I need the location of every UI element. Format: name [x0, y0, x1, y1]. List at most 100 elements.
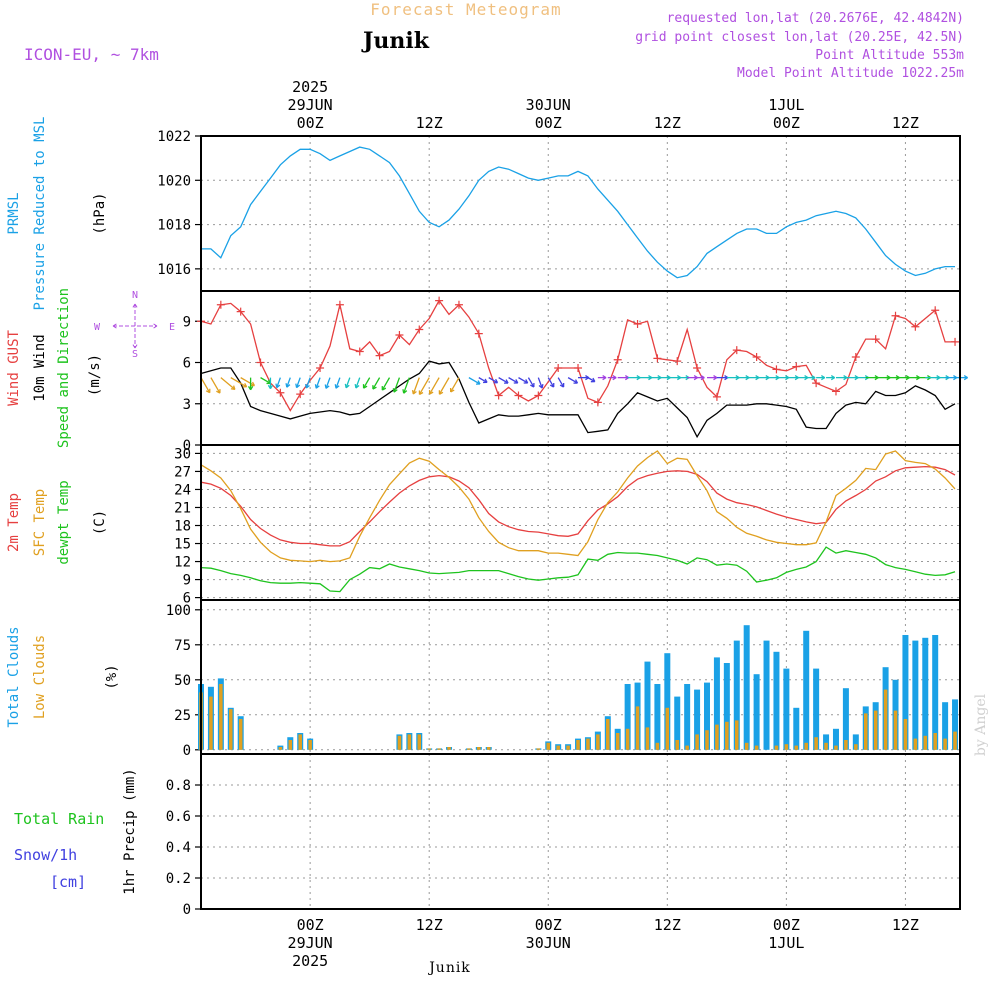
bar — [645, 727, 650, 750]
footer-location: Junik — [427, 960, 471, 976]
y-tick-label: 1020 — [157, 173, 191, 189]
bar — [903, 719, 908, 750]
time-label: 1JUL — [768, 934, 804, 952]
wind-arrow — [403, 377, 410, 394]
bar — [635, 706, 640, 750]
bar — [288, 740, 293, 750]
wind-arrow — [315, 377, 321, 389]
time-label: 2025 — [292, 78, 328, 96]
gust-marker — [454, 300, 463, 309]
location-title: Junik — [361, 28, 430, 54]
y-tick-label: 3 — [183, 397, 191, 413]
wind-arrow-head — [285, 383, 291, 388]
time-label: 12Z — [654, 916, 681, 934]
bar — [427, 748, 431, 750]
bar — [467, 748, 471, 750]
bar — [546, 742, 551, 750]
wind-arrow — [518, 377, 529, 384]
bar — [308, 740, 312, 750]
gust-marker — [574, 364, 583, 372]
wind-arrow — [412, 377, 420, 395]
clouds-panel: 0 25 50 75 100 Total Clouds Low Clouds (%) — [6, 599, 961, 759]
gust-marker — [673, 357, 682, 366]
bar — [933, 733, 937, 750]
gust-marker — [415, 325, 424, 334]
bar — [298, 734, 302, 750]
panel-label: PRMSL — [6, 192, 22, 234]
panel-unit: (%) — [104, 664, 120, 689]
model-altitude: Model Point Altitude 1022.25m — [737, 66, 964, 81]
y-tick-label: 25 — [174, 708, 191, 724]
time-label: 00Z — [535, 114, 562, 132]
wind-arrow-head — [549, 383, 555, 388]
panel-label: SFC Temp — [32, 489, 48, 556]
wind-arrow-head — [267, 384, 274, 390]
wind-arrow-head — [438, 390, 444, 395]
series-line — [200, 465, 956, 547]
bar — [684, 684, 691, 750]
gust-marker — [831, 387, 840, 396]
panel-label: Speed and Direction — [56, 288, 72, 448]
wind-arrow-head — [362, 384, 368, 389]
gust-marker — [395, 331, 404, 339]
wind-arrow-head — [573, 379, 579, 384]
bar — [665, 707, 670, 750]
wind-arrow-head — [530, 383, 535, 388]
y-tick-label: 18 — [174, 519, 191, 535]
y-tick-label: 1022 — [157, 129, 191, 145]
bar — [913, 738, 918, 750]
bar — [705, 730, 709, 750]
wind-arrow — [230, 377, 247, 388]
wind-arrow-head — [418, 390, 424, 396]
model-name: ICON-EU, ~ 7km — [24, 45, 159, 64]
wind-arrow — [240, 377, 255, 387]
y-tick-label: 15 — [174, 537, 191, 553]
bar — [417, 734, 422, 750]
y-tick-label: 50 — [174, 673, 191, 689]
gust-marker — [891, 311, 900, 320]
bar — [723, 663, 730, 750]
bar — [566, 745, 570, 750]
panel-unit: (hPa) — [92, 192, 108, 234]
series-line — [200, 360, 956, 439]
grid-point-coordinates: grid point closest lon,lat (20.25E, 42.5… — [635, 30, 964, 45]
time-label: 00Z — [297, 916, 324, 934]
gust-marker — [693, 364, 702, 372]
bar — [832, 728, 839, 750]
bar — [814, 737, 818, 750]
bar — [695, 734, 699, 750]
gust-marker — [514, 391, 523, 400]
wind-arrow-head — [304, 383, 310, 389]
gust-marker — [871, 335, 880, 344]
bar — [793, 707, 800, 750]
wind-arrow — [488, 377, 498, 384]
bar — [675, 740, 679, 750]
time-label: 29JUN — [288, 96, 333, 114]
compass-cross — [112, 303, 158, 349]
bar — [725, 721, 729, 750]
wind-arrow-head — [354, 383, 360, 389]
time-label: 30JUN — [526, 934, 571, 952]
gust-marker — [812, 379, 821, 388]
wind-arrow — [418, 377, 430, 395]
bar — [783, 668, 790, 750]
bar — [744, 742, 749, 750]
bar — [852, 734, 859, 750]
bar — [615, 733, 620, 750]
bar — [824, 742, 828, 750]
time-label: 00Z — [773, 916, 800, 934]
bar — [219, 684, 223, 750]
bar — [943, 738, 947, 750]
bar — [883, 689, 888, 750]
time-label: 12Z — [892, 114, 919, 132]
bar — [804, 742, 808, 750]
y-tick-label: 0.2 — [166, 871, 191, 887]
bar — [655, 742, 660, 750]
time-label: 00Z — [535, 916, 562, 934]
panel-label: dewpt Temp — [56, 480, 72, 564]
gust-marker — [316, 364, 325, 372]
panel-label: [cm] — [50, 873, 86, 891]
gust-marker — [355, 347, 364, 356]
bar — [953, 731, 957, 750]
